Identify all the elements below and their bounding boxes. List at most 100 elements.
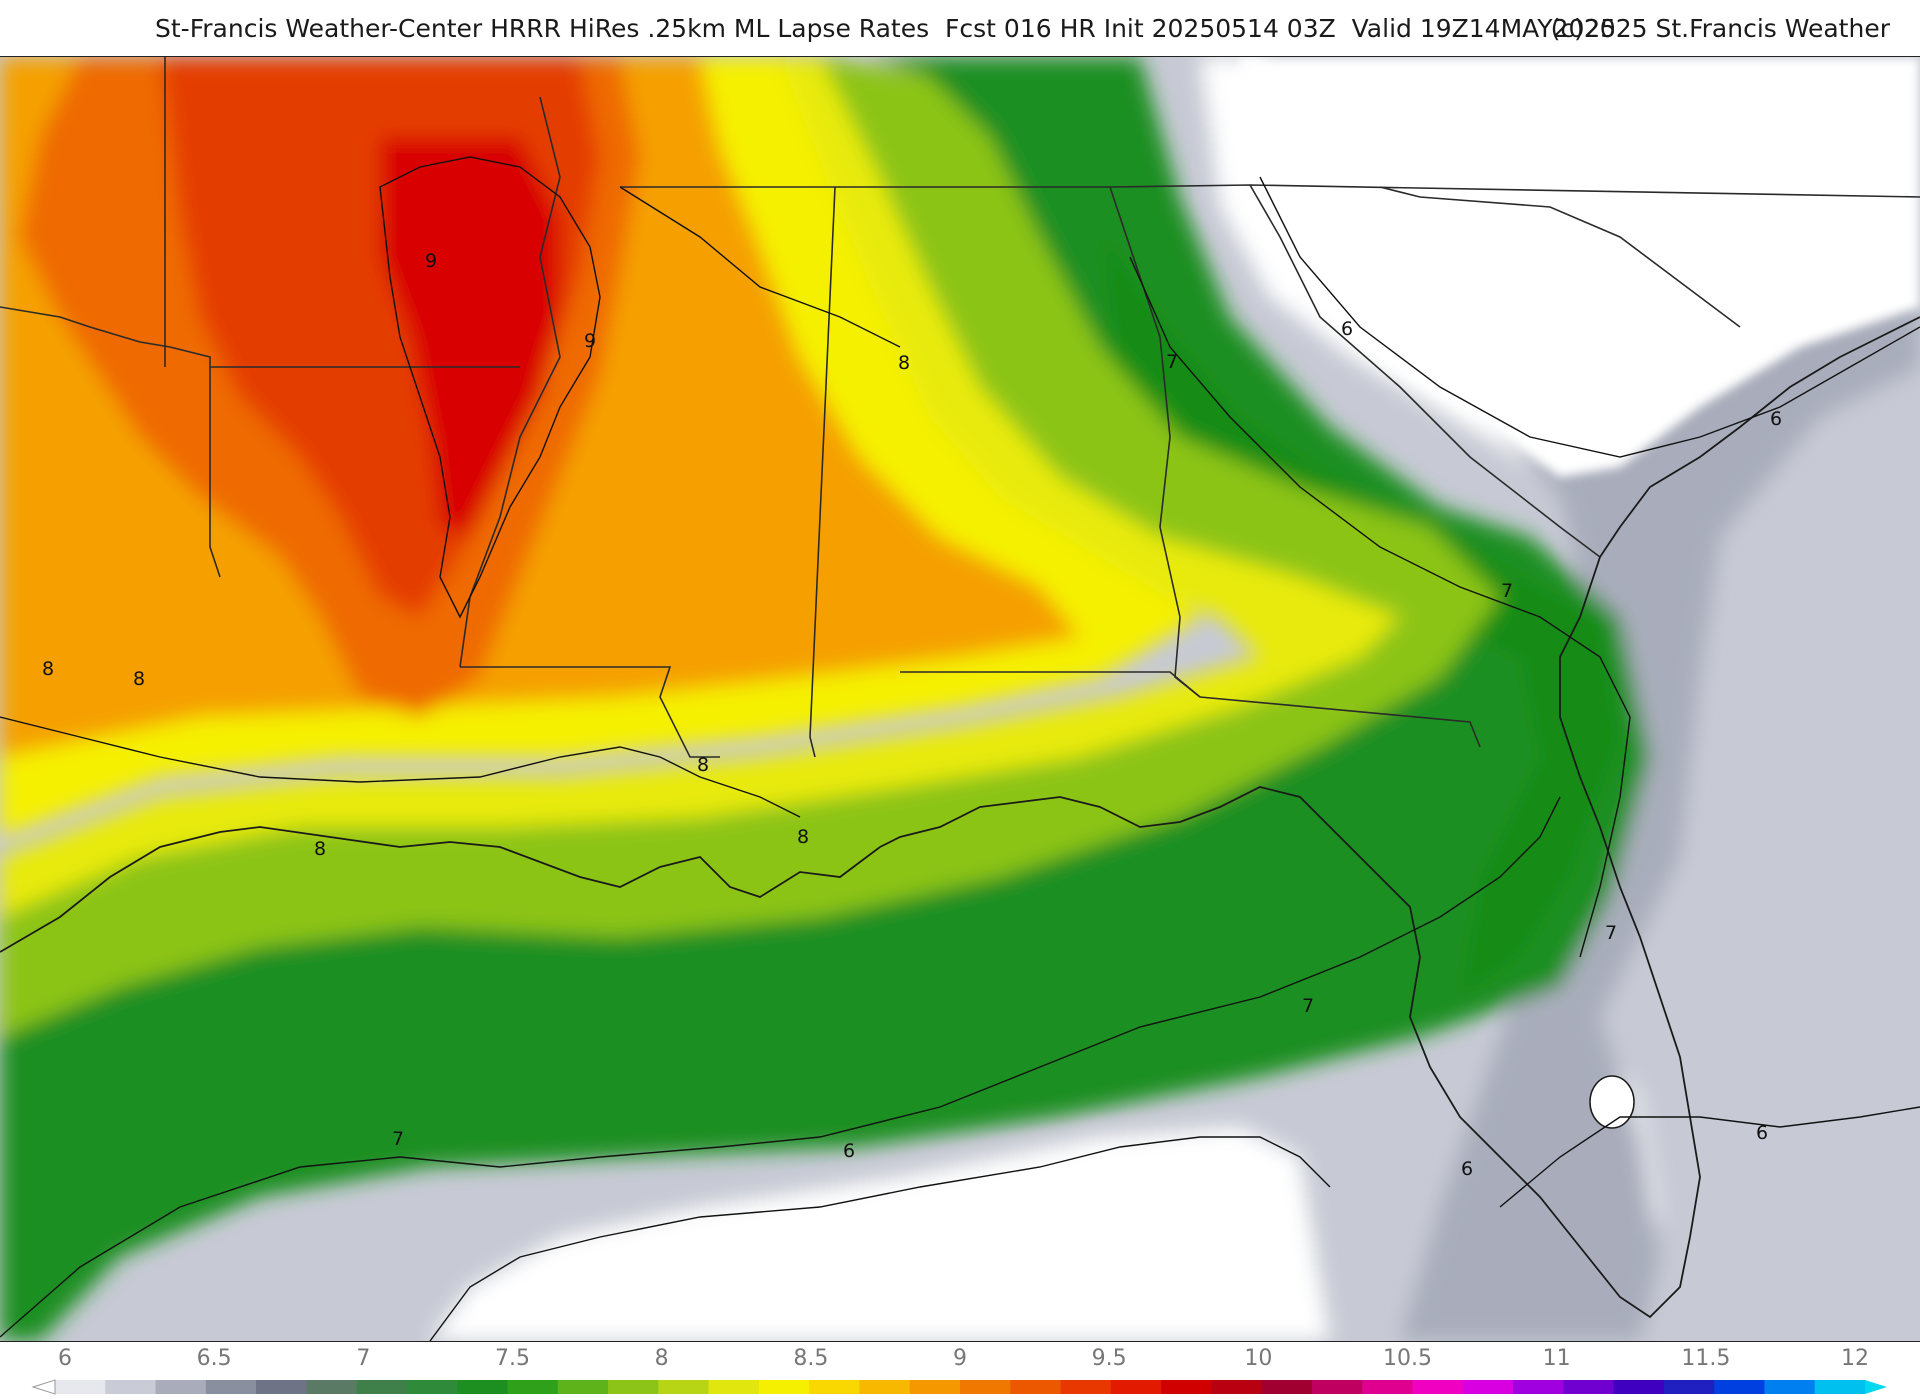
colorbar-tick-label: 11 xyxy=(1542,1346,1571,1371)
field-below-6-gulf xyxy=(430,1127,1330,1341)
contour-label: 7 xyxy=(1302,995,1314,1017)
coastline xyxy=(0,316,1920,1319)
field-7_5-core xyxy=(1100,227,1620,997)
colorbar-swatch xyxy=(155,1380,207,1394)
colorbar-swatch xyxy=(1764,1380,1816,1394)
colorbar: 6 6.5 7 7.5 8 8.5 9 9.5 10 10.5 11 11.5 12 xyxy=(0,1342,1920,1400)
contour-label: 8 xyxy=(42,658,54,680)
colorbar-swatch xyxy=(507,1380,559,1394)
field-7-band xyxy=(0,57,1650,1341)
colorbar-swatch xyxy=(960,1380,1011,1394)
colorbar-tick-label: 12 xyxy=(1841,1346,1869,1371)
colorbar-swatch xyxy=(1311,1380,1363,1394)
contour-8-west xyxy=(0,716,801,818)
field-7_5-band xyxy=(0,57,1500,1037)
contour-label: 6 xyxy=(1756,1122,1768,1144)
contour-label: 8 xyxy=(898,352,910,374)
border-georgia-sc xyxy=(1249,184,1601,558)
border-louisiana-mississippi xyxy=(460,666,720,758)
field-9_5-core xyxy=(380,137,560,537)
colorbar-swatch xyxy=(55,1380,106,1394)
contour-label: 8 xyxy=(797,826,809,848)
lake-okeechobee xyxy=(1589,1075,1635,1129)
contour-7-east xyxy=(1129,256,1631,958)
colorbar-swatch xyxy=(758,1380,810,1394)
colorbar-swatch xyxy=(1613,1380,1665,1394)
contour-label: 7 xyxy=(1501,580,1513,602)
colorbar-left-arrow xyxy=(31,1379,56,1395)
colorbar-tick-label: 9 xyxy=(953,1346,967,1371)
colorbar-tick-label: 8.5 xyxy=(793,1346,829,1371)
colorbar-tick-label: 10.5 xyxy=(1383,1346,1432,1371)
contour-label: 7 xyxy=(1605,922,1617,944)
contour-label: 7 xyxy=(1166,351,1178,373)
contour-label: 9 xyxy=(425,250,437,272)
contour-label: 8 xyxy=(697,754,709,776)
border-oklahoma-texas xyxy=(0,306,221,578)
colorbar-swatch xyxy=(1462,1380,1514,1394)
field-8-yellow-core xyxy=(0,57,1200,837)
colorbar-swatch xyxy=(859,1380,911,1394)
colorbar-right-arrow xyxy=(1865,1380,1887,1394)
colorbar-swatch xyxy=(708,1380,760,1394)
colorbar-swatch xyxy=(1211,1380,1263,1394)
colorbar-swatch xyxy=(1412,1380,1464,1394)
colorbar-swatch xyxy=(658,1380,710,1394)
contour-7-gulf xyxy=(0,796,1561,1338)
colorbar-swatch xyxy=(105,1380,157,1394)
lapse-rate-map: 9 9 8 8 8 8 8 8 7 7 7 7 7 6 6 6 6 6 xyxy=(0,57,1920,1341)
colorbar-tick-label: 6.5 xyxy=(196,1346,232,1371)
colorbar-swatch xyxy=(1110,1380,1162,1394)
border-nc-sc xyxy=(1379,186,1741,328)
contour-label: 6 xyxy=(1461,1158,1473,1180)
colorbar-swatch xyxy=(608,1380,659,1394)
colorbar-swatch xyxy=(1714,1380,1765,1394)
border-mississippi-alabama xyxy=(809,186,836,758)
colorbar-swatch xyxy=(1261,1380,1313,1394)
colorbar-scale xyxy=(31,1379,1887,1395)
colorbar-swatch xyxy=(406,1380,458,1394)
contour-6-north xyxy=(1259,176,1920,458)
colorbar-swatch xyxy=(1060,1380,1112,1394)
colorbar-swatch xyxy=(1362,1380,1413,1394)
carolina-land-area xyxy=(1240,57,1920,477)
contour-label: 6 xyxy=(843,1140,855,1162)
contour-9 xyxy=(379,156,601,619)
map-panel: 9 9 8 8 8 8 8 8 7 7 7 7 7 6 6 6 6 6 xyxy=(0,56,1920,1342)
colorbar-tick-label: 7 xyxy=(356,1346,371,1371)
colorbar-swatch xyxy=(356,1380,408,1394)
map-title: St-Francis Weather-Center HRRR HiRes .25… xyxy=(155,14,1617,43)
colorbar-tick-label: 10 xyxy=(1244,1346,1273,1371)
colorbar-swatch xyxy=(1161,1380,1212,1394)
colorbar-tick-label: 6 xyxy=(58,1346,72,1371)
lapse-rate-field xyxy=(0,57,1920,1341)
contour-6-gulf xyxy=(429,1136,1331,1341)
colorbar-swatch xyxy=(1513,1380,1564,1394)
border-alabama-florida xyxy=(900,671,1481,748)
colorbar-swatch xyxy=(557,1380,609,1394)
state-borders xyxy=(0,57,1920,758)
colorbar-tick-label: 11.5 xyxy=(1681,1346,1731,1371)
colorbar-swatch xyxy=(909,1380,961,1394)
colorbar-tick-label: 7.5 xyxy=(495,1346,530,1371)
colorbar-tick-label: 9.5 xyxy=(1091,1346,1127,1371)
colorbar-swatch xyxy=(809,1380,860,1394)
colorbar-tick-label: 8 xyxy=(654,1346,669,1371)
colorbar-swatch xyxy=(1010,1380,1062,1394)
contour-label: 8 xyxy=(314,838,326,860)
contour-label: 6 xyxy=(1341,318,1353,340)
contour-label: 8 xyxy=(133,668,145,690)
border-tennessee-south xyxy=(620,184,1920,198)
contour-8-north xyxy=(619,186,901,348)
colorbar-swatch xyxy=(306,1380,358,1394)
colorbar-swatch xyxy=(1814,1380,1866,1394)
colorbar-swatch xyxy=(1663,1380,1715,1394)
contour-label: 7 xyxy=(392,1128,404,1150)
contour-label: 6 xyxy=(1770,408,1782,430)
colorbar-swatch xyxy=(205,1380,257,1394)
colorbar-swatch xyxy=(256,1380,307,1394)
copyright-notice: (c)2025 St.Francis Weather xyxy=(1550,14,1890,43)
border-mississippi-river xyxy=(459,96,561,668)
contour-6-atlantic xyxy=(1499,1106,1920,1208)
contour-label: 9 xyxy=(584,330,596,352)
